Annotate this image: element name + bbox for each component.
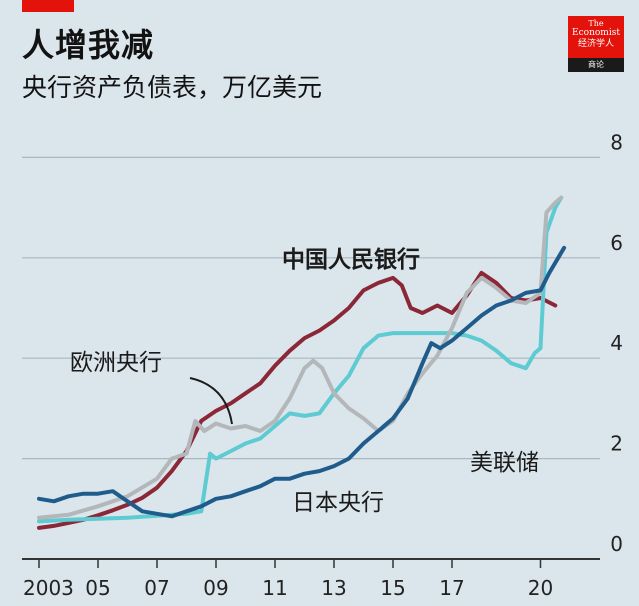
series-lines [37, 195, 567, 530]
logo-line-4: 商论 [568, 58, 624, 72]
logo-line-3: 经济学人 [577, 39, 614, 49]
series-line-boj [37, 245, 567, 519]
y-tick-label: 8 [610, 130, 623, 154]
series-label-boj: 日本央行 [292, 490, 384, 516]
economist-logo: The Economist 经济学人 商论 [568, 16, 624, 72]
series-label-pboc: 中国人民银行 [282, 246, 420, 273]
brand-tab [22, 0, 74, 12]
x-tick-label: 11 [262, 576, 287, 600]
x-tick-label: 07 [144, 576, 169, 600]
x-tick-label: 13 [321, 576, 346, 600]
series-label-fed: 美联储 [470, 450, 539, 476]
ecb-leader-line [189, 377, 233, 425]
series-label-ecb: 欧洲央行 [70, 350, 162, 376]
x-tick-label: 05 [85, 576, 110, 600]
x-axis-ticks: 2003 05 07 09 11 13 15 17 20 [23, 559, 553, 600]
x-tick-label: 2003 [23, 576, 74, 600]
y-axis-ticks: 0 2 4 6 8 [610, 130, 623, 556]
y-tick-label: 6 [610, 231, 623, 255]
chart-subtitle: 央行资产负债表，万亿美元 [22, 73, 323, 102]
series-line-ecb [37, 195, 564, 520]
logo-line-1: The [588, 19, 604, 28]
y-tick-label: 0 [610, 532, 623, 556]
logo-line-2: Economist [572, 28, 620, 38]
x-tick-label: 09 [203, 576, 228, 600]
x-tick-label: 20 [528, 576, 553, 600]
chart-title: 人增我减 [22, 26, 155, 64]
y-tick-label: 4 [610, 331, 623, 355]
x-tick-label: 17 [439, 576, 464, 600]
y-tick-label: 2 [610, 432, 623, 456]
x-tick-label: 15 [380, 576, 405, 600]
